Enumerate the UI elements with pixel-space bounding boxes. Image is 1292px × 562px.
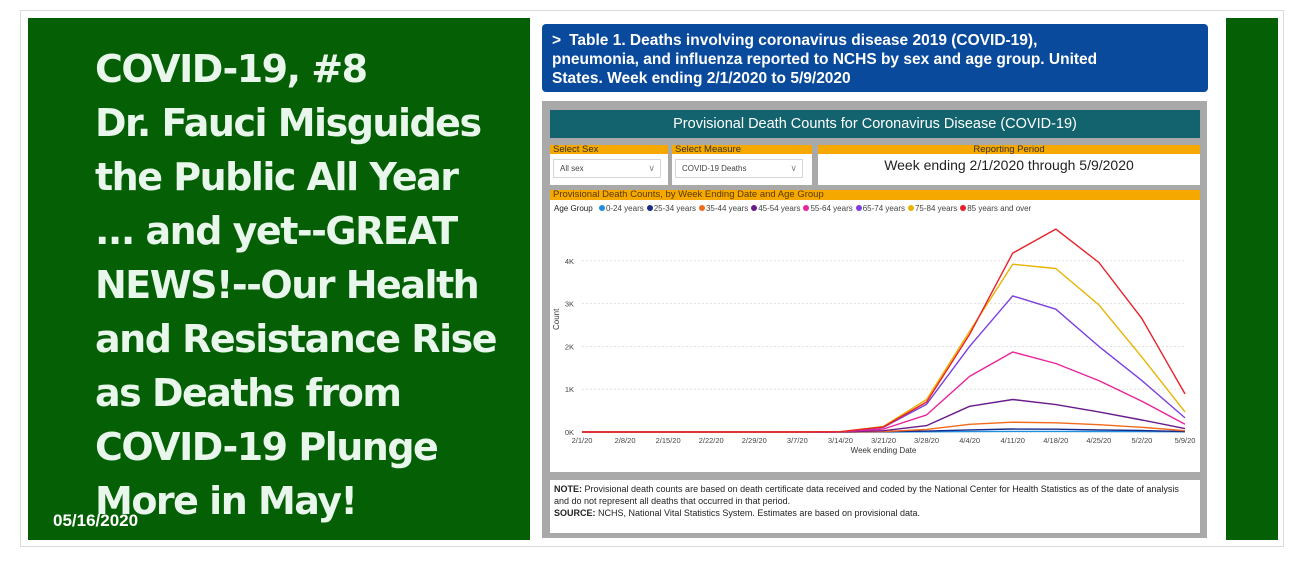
x-tick-label: 2/29/20 xyxy=(742,436,767,445)
legend-item[interactable]: 45-54 years xyxy=(751,204,800,213)
note-text: Provisional death counts are based on de… xyxy=(554,484,1179,506)
legend-title: Age Group xyxy=(554,204,593,213)
x-tick-label: 2/15/20 xyxy=(656,436,681,445)
series-line xyxy=(582,263,1186,433)
dashboard: Provisional Death Counts for Coronavirus… xyxy=(542,101,1207,538)
legend-label: 0-24 years xyxy=(605,204,644,213)
legend-label: 85 years and over xyxy=(967,204,1032,213)
source-paragraph: SOURCE: NCHS, National Vital Statistics … xyxy=(554,507,1196,519)
source-label: SOURCE: xyxy=(554,508,596,518)
headline-line: the Public All Year xyxy=(95,155,459,199)
series-line xyxy=(582,228,1186,433)
headline-line: as Deaths from xyxy=(95,371,402,415)
x-tick-label: 2/8/20 xyxy=(615,436,636,445)
select-measure-value: COVID-19 Deaths xyxy=(682,164,747,173)
legend-swatch xyxy=(855,205,862,211)
x-tick-label: 3/21/20 xyxy=(871,436,896,445)
legend-swatch xyxy=(698,205,705,211)
select-measure-control: Select Measure COVID-19 Deaths ∨ xyxy=(672,145,812,185)
banner-text: Table 1. Deaths involving coronavirus di… xyxy=(569,32,1038,49)
y-tick-label: 1K xyxy=(565,385,574,394)
post-date: 05/16/2020 xyxy=(53,511,139,530)
line-chart: 0K 1K 2K 3K 4K 2/1/20 2/8/20 2/15/20 2/22/20 2/29… xyxy=(565,228,1196,455)
headline-line: NEWS!--Our Health xyxy=(95,263,480,307)
legend-swatch xyxy=(907,205,914,211)
x-tick-label: 3/7/20 xyxy=(787,436,808,445)
x-tick-label: 3/28/20 xyxy=(914,436,939,445)
screenshot-panel: > Table 1. Deaths involving coronavirus d… xyxy=(530,18,1226,540)
headline-line: ... and yet--GREAT xyxy=(95,209,458,253)
legend-swatch xyxy=(598,205,605,211)
headline: COVID-19, #8 Dr. Fauci Misguides the Pub… xyxy=(95,42,515,528)
legend-item[interactable]: 55-64 years xyxy=(803,204,853,213)
banner-line: pneumonia, and influenza reported to NCH… xyxy=(552,51,1098,68)
legend-label: 35-44 years xyxy=(705,204,749,213)
chart-note: NOTE: Provisional death counts are based… xyxy=(550,480,1200,533)
legend-label: 45-54 years xyxy=(758,204,801,213)
slide-background: COVID-19, #8 Dr. Fauci Misguides the Pub… xyxy=(28,18,1278,540)
x-tick-label: 4/4/20 xyxy=(959,436,980,445)
reporting-period-label: Reporting Period xyxy=(818,145,1200,154)
chevron-down-icon: ∨ xyxy=(648,163,655,173)
select-sex-dropdown[interactable]: All sex ∨ xyxy=(553,159,661,178)
legend-item[interactable]: 0-24 years xyxy=(598,204,644,213)
table-banner[interactable]: > Table 1. Deaths involving coronavirus d… xyxy=(542,24,1208,92)
legend-item[interactable]: 25-34 years xyxy=(646,204,696,213)
legend-item[interactable]: 35-44 years xyxy=(698,204,749,213)
legend-swatch xyxy=(960,205,967,211)
dashboard-title: Provisional Death Counts for Coronavirus… xyxy=(550,110,1200,138)
legend-item[interactable]: 65-74 years xyxy=(855,204,905,213)
legend-label: 25-34 years xyxy=(653,204,696,213)
legend-swatch xyxy=(646,205,653,211)
x-tick-label: 5/9/20 xyxy=(1175,436,1196,445)
headline-line: COVID-19, #8 xyxy=(95,47,368,91)
select-sex-label: Select Sex xyxy=(550,145,668,154)
headline-line: COVID-19 Plunge xyxy=(95,425,439,469)
y-tick-label: 3K xyxy=(565,300,574,309)
legend-label: 55-64 years xyxy=(810,204,853,213)
x-tick-label: 3/14/20 xyxy=(828,436,853,445)
chevron-down-icon: ∨ xyxy=(790,163,797,173)
x-tick-label: 2/1/20 xyxy=(572,436,593,445)
x-tick-label: 4/18/20 xyxy=(1043,436,1068,445)
x-tick-label: 5/2/20 xyxy=(1131,436,1152,445)
chart-legend: Age Group 0-24 years 25-34 years 35-44 yea… xyxy=(554,204,1034,213)
y-tick-label: 0K xyxy=(565,428,574,437)
legend-item[interactable]: 85 years and over xyxy=(960,204,1031,213)
select-sex-value: All sex xyxy=(560,164,584,173)
x-axis-label: Week ending Date xyxy=(851,446,917,455)
reporting-period-value: Week ending 2/1/2020 through 5/9/2020 xyxy=(884,157,1134,173)
legend-swatch xyxy=(751,205,758,211)
chart-header: Provisional Death Counts, by Week Ending… xyxy=(550,190,1200,200)
headline-line: and Resistance Rise xyxy=(95,317,498,361)
headline-line: More in May! xyxy=(95,479,358,523)
slide-frame: COVID-19, #8 Dr. Fauci Misguides the Pub… xyxy=(20,10,1284,547)
legend-swatch xyxy=(803,205,810,211)
headline-line: Dr. Fauci Misguides xyxy=(95,101,482,145)
note-paragraph: NOTE: Provisional death counts are based… xyxy=(554,483,1196,507)
chart-container: Provisional Death Counts, by Week Ending… xyxy=(550,190,1200,472)
select-measure-dropdown[interactable]: COVID-19 Deaths ∨ xyxy=(675,159,803,178)
select-measure-label: Select Measure xyxy=(672,145,812,154)
reporting-period-control: Reporting Period Week ending 2/1/2020 th… xyxy=(818,145,1200,185)
note-label: NOTE: xyxy=(554,484,582,494)
y-tick-label: 2K xyxy=(565,342,574,351)
y-tick-label: 4K xyxy=(565,257,574,266)
series-line xyxy=(582,351,1186,433)
banner-line: > Table 1. Deaths involving coronavirus d… xyxy=(552,31,1198,50)
source-text: NCHS, National Vital Statistics System. … xyxy=(595,508,920,518)
select-sex-control: Select Sex All sex ∨ xyxy=(550,145,668,185)
legend-label: 75-84 years xyxy=(914,204,958,213)
chevron-right-icon: > xyxy=(552,32,562,49)
legend-label: 65-74 years xyxy=(862,204,905,213)
x-tick-label: 4/11/20 xyxy=(1000,436,1024,445)
legend-item[interactable]: 75-84 years xyxy=(907,204,958,213)
x-tick-label: 4/25/20 xyxy=(1086,436,1111,445)
banner-line: States. Week ending 2/1/2020 to 5/9/2020 xyxy=(552,70,851,87)
x-tick-label: 2/22/20 xyxy=(699,436,724,445)
